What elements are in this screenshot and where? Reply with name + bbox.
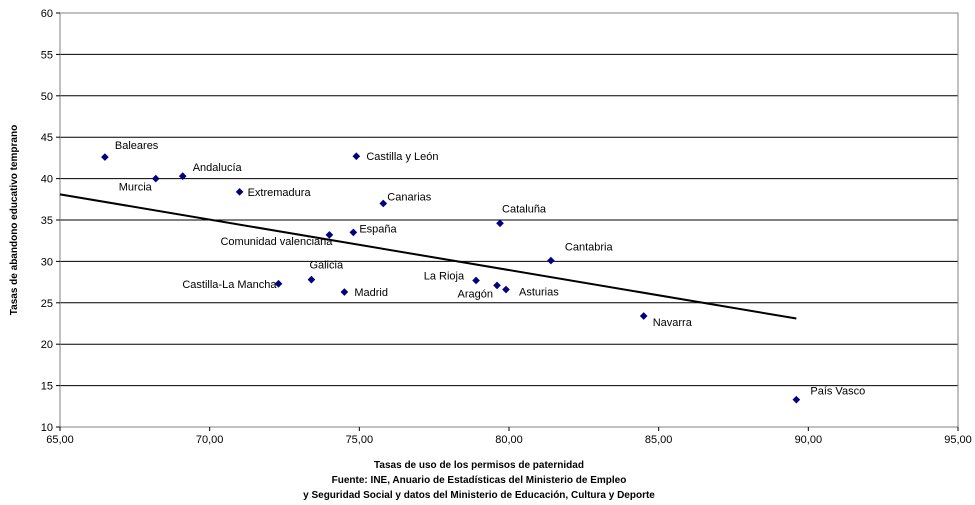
y-tick-label: 15 [41, 381, 53, 393]
point-label: Comunidad valenciana [220, 236, 333, 248]
data-point [792, 395, 801, 404]
point-label: País Vasco [810, 386, 865, 398]
x-tick-label: 75,00 [346, 434, 374, 446]
gridlines [60, 12, 958, 428]
y-axis-ticks: 10 15 20 25 30 35 40 45 50 55 60 [41, 8, 60, 434]
y-tick-label: 55 [41, 49, 53, 61]
data-point [352, 152, 361, 161]
point-label: Navarra [653, 317, 693, 329]
point-label: Baleares [115, 140, 159, 152]
x-tick-label: 70,00 [196, 434, 224, 446]
y-tick-label: 45 [41, 132, 53, 144]
y-tick-label: 10 [41, 422, 53, 434]
data-point [151, 174, 160, 183]
data-point [274, 279, 283, 288]
y-tick-label: 30 [41, 256, 53, 268]
y-tick-label: 25 [41, 298, 53, 310]
x-tick-label: 85,00 [645, 434, 673, 446]
data-point [502, 285, 510, 294]
data-point [472, 276, 480, 285]
y-tick-label: 20 [41, 339, 53, 351]
x-tick-label: 65,00 [46, 434, 74, 446]
x-axis-title: Tasas de uso de los permisos de paternid… [374, 460, 584, 471]
y-axis-title: Tasas de abandono educativo temprano [9, 125, 20, 315]
data-point [340, 288, 349, 296]
point-label: Castilla y León [366, 151, 438, 163]
data-points [101, 152, 801, 404]
point-labels: Baleares Murcia Andalucía Extremadura Castil… [115, 140, 865, 398]
y-tick-label: 60 [41, 8, 53, 20]
x-axis-ticks: 65,00 70,00 75,00 80,00 85,00 90,00 95,00 [46, 427, 972, 446]
source-line-1: Fuente: INE, Anuario de Estadísticas del… [332, 475, 627, 486]
point-label: Aragón [458, 288, 493, 300]
point-label: La Rioja [424, 270, 465, 282]
data-point [101, 153, 109, 161]
point-label: Extremadura [248, 187, 312, 199]
point-label: Canarias [387, 191, 432, 203]
point-label: Galicia [309, 260, 344, 272]
point-label: Andalucía [193, 162, 243, 174]
data-point [178, 172, 187, 180]
point-label: Murcia [119, 182, 153, 194]
data-point [639, 312, 648, 320]
point-label: España [359, 223, 397, 235]
data-point [496, 219, 504, 228]
trendline [59, 193, 797, 320]
point-label: Cantabria [565, 242, 614, 254]
source-line-2: y Seguridad Social y datos del Ministeri… [303, 490, 655, 501]
data-point [349, 228, 358, 237]
y-tick-label: 50 [41, 91, 53, 103]
point-label: Cataluña [502, 203, 547, 215]
x-tick-label: 90,00 [795, 434, 823, 446]
data-point [493, 281, 501, 290]
x-tick-label: 80,00 [495, 434, 523, 446]
y-tick-label: 40 [41, 174, 53, 186]
data-point [235, 188, 244, 196]
x-tick-label: 95,00 [944, 434, 972, 446]
point-label: Asturias [519, 287, 559, 299]
point-label: Castilla-La Mancha [182, 279, 277, 291]
data-point [325, 231, 334, 239]
y-tick-label: 35 [41, 215, 53, 227]
data-point [379, 199, 388, 208]
data-point [307, 275, 316, 284]
data-point [547, 256, 555, 265]
point-label: Madrid [354, 287, 388, 299]
